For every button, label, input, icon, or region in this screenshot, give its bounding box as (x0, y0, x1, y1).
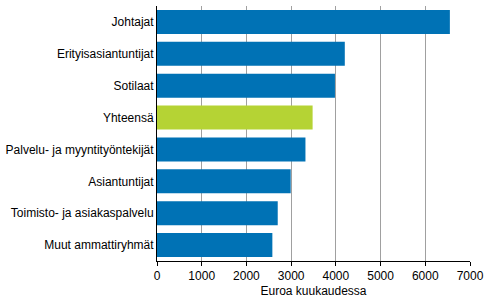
svg-text:0: 0 (154, 269, 161, 283)
svg-text:Yhteensä: Yhteensä (103, 111, 154, 125)
svg-text:Erityisasiantuntijat: Erityisasiantuntijat (57, 47, 154, 61)
svg-text:2000: 2000 (233, 269, 260, 283)
svg-text:3000: 3000 (278, 269, 305, 283)
svg-text:Euroa kuukaudessa: Euroa kuukaudessa (260, 284, 366, 298)
svg-text:Toimisto- ja asiakaspalvelu: Toimisto- ja asiakaspalvelu (11, 206, 154, 220)
svg-text:Palvelu- ja myyntityöntekijät: Palvelu- ja myyntityöntekijät (6, 143, 155, 157)
svg-text:7000: 7000 (457, 269, 484, 283)
svg-text:1000: 1000 (188, 269, 215, 283)
svg-text:Asiantuntijat: Asiantuntijat (88, 175, 154, 189)
svg-text:4000: 4000 (323, 269, 350, 283)
svg-text:6000: 6000 (412, 269, 439, 283)
svg-text:Sotilaat: Sotilaat (114, 79, 155, 93)
svg-text:Johtajat: Johtajat (112, 15, 155, 29)
svg-text:5000: 5000 (367, 269, 394, 283)
svg-text:Muut ammattiryhmät: Muut ammattiryhmät (44, 238, 154, 252)
